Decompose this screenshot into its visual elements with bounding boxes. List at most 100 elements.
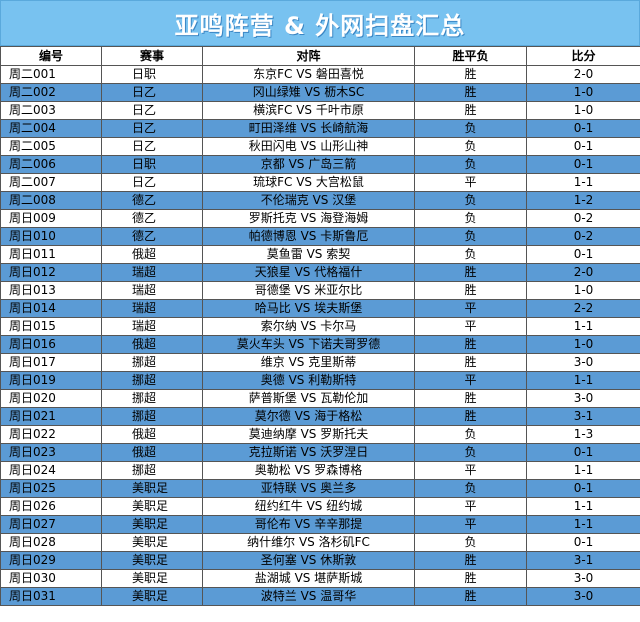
league-cell: 瑞超 [101,281,203,300]
result-cell: 平 [414,461,527,480]
match-cell: 奥勒松 VS 罗森博格 [202,461,415,480]
score-cell: 1-1 [526,173,640,192]
code-cell: 周日019 [0,371,102,390]
league-cell: 美职足 [101,497,203,516]
code-cell: 周日016 [0,335,102,354]
code-cell: 周日030 [0,569,102,588]
match-cell: 莫火车头 VS 下诺夫哥罗德 [202,335,415,354]
league-cell: 美职足 [101,569,203,588]
league-cell: 挪超 [101,353,203,372]
score-cell: 3-0 [526,587,640,606]
league-cell: 日乙 [101,83,203,102]
table-row: 周日009 德乙 罗斯托克 VS 海登海姆负 0-2 [0,209,640,228]
result-cell: 负 [414,137,527,156]
score-cell: 2-0 [526,263,640,282]
table-row: 周日024 挪超 奥勒松 VS 罗森博格平 1-1 [0,461,640,480]
table-row: 周二007 日乙 琉球FC VS 大宫松鼠平 1-1 [0,173,640,192]
score-cell: 0-1 [526,479,640,498]
header-league: 赛事 [101,46,203,66]
match-cell: 琉球FC VS 大宫松鼠 [202,173,415,192]
result-cell: 胜 [414,353,527,372]
code-cell: 周日023 [0,443,102,462]
result-cell: 胜 [414,335,527,354]
result-cell: 胜 [414,281,527,300]
header-code: 编号 [0,46,102,66]
page-title: 亚鸣阵营 & 外网扫盘汇总 [174,11,466,40]
match-cell: 哥德堡 VS 米亚尔比 [202,281,415,300]
result-cell: 平 [414,497,527,516]
league-cell: 日乙 [101,137,203,156]
header-result: 胜平负 [414,46,527,66]
score-cell: 0-1 [526,245,640,264]
result-cell: 负 [414,425,527,444]
match-cell: 横滨FC VS 千叶市原 [202,101,415,120]
score-cell: 1-1 [526,497,640,516]
code-cell: 周二007 [0,173,102,192]
score-cell: 1-1 [526,515,640,534]
result-cell: 胜 [414,101,527,120]
result-cell: 平 [414,317,527,336]
result-cell: 负 [414,119,527,138]
match-cell: 秋田闪电 VS 山形山神 [202,137,415,156]
match-cell: 索尔纳 VS 卡尔马 [202,317,415,336]
score-cell: 3-0 [526,569,640,588]
score-cell: 2-0 [526,65,640,84]
match-cell: 帕德博恩 VS 卡斯鲁厄 [202,227,415,246]
code-cell: 周二003 [0,101,102,120]
match-cell: 莫鱼雷 VS 索契 [202,245,415,264]
match-cell: 亚特联 VS 奥兰多 [202,479,415,498]
match-cell: 町田泽维 VS 长崎航海 [202,119,415,138]
result-cell: 平 [414,173,527,192]
table-row: 周二004 日乙 町田泽维 VS 长崎航海负 0-1 [0,119,640,138]
code-cell: 周日028 [0,533,102,552]
code-cell: 周日014 [0,299,102,318]
league-cell: 美职足 [101,479,203,498]
score-cell: 0-1 [526,155,640,174]
league-cell: 挪超 [101,389,203,408]
score-cell: 2-2 [526,299,640,318]
match-cell: 罗斯托克 VS 海登海姆 [202,209,415,228]
match-cell: 纳什维尔 VS 洛杉矶FC [202,533,415,552]
results-body: 周二001 日职 东京FC VS 磐田喜悦胜 2-0 周二002 日乙 冈山绿雉 VS 枥木… [0,65,640,606]
table-row: 周日017 挪超 维京 VS 克里斯蒂胜 3-0 [0,353,640,372]
code-cell: 周二004 [0,119,102,138]
score-cell: 1-0 [526,101,640,120]
table-row: 周二003 日乙 横滨FC VS 千叶市原胜 1-0 [0,101,640,120]
results-table: 编号 赛事 对阵 胜平负 比分 周二001 日职 东京FC VS 磐田喜悦胜 2-0 周… [0,46,640,606]
header-row: 编号 赛事 对阵 胜平负 比分 [0,46,640,66]
result-cell: 负 [414,155,527,174]
league-cell: 挪超 [101,407,203,426]
result-cell: 平 [414,371,527,390]
score-cell: 1-0 [526,83,640,102]
score-cell: 0-2 [526,209,640,228]
score-cell: 1-0 [526,281,640,300]
table-row: 周日025 美职足 亚特联 VS 奥兰多负 0-1 [0,479,640,498]
table-row: 周日031 美职足 波特兰 VS 温哥华胜 3-0 [0,587,640,606]
match-cell: 莫迪纳摩 VS 罗斯托夫 [202,425,415,444]
code-cell: 周日012 [0,263,102,282]
score-cell: 1-2 [526,191,640,210]
league-cell: 德乙 [101,209,203,228]
table-row: 周日011 俄超 莫鱼雷 VS 索契负 0-1 [0,245,640,264]
result-cell: 负 [414,443,527,462]
match-cell: 哈马比 VS 埃夫斯堡 [202,299,415,318]
table-row: 周日030 美职足 盐湖城 VS 堪萨斯城胜 3-0 [0,569,640,588]
table-row: 周日019 挪超 奥德 VS 利勒斯特平 1-1 [0,371,640,390]
score-cell: 0-1 [526,119,640,138]
match-cell: 纽约红牛 VS 纽约城 [202,497,415,516]
code-cell: 周日024 [0,461,102,480]
code-cell: 周日026 [0,497,102,516]
table-row: 周日027 美职足 哥伦布 VS 辛辛那提平 1-1 [0,515,640,534]
league-cell: 挪超 [101,461,203,480]
header-score: 比分 [526,46,640,66]
result-cell: 平 [414,515,527,534]
result-cell: 胜 [414,551,527,570]
code-cell: 周日011 [0,245,102,264]
match-cell: 波特兰 VS 温哥华 [202,587,415,606]
code-cell: 周二006 [0,155,102,174]
match-cell: 圣何塞 VS 休斯敦 [202,551,415,570]
code-cell: 周日029 [0,551,102,570]
table-row: 周二006 日职 京都 VS 广岛三箭负 0-1 [0,155,640,174]
code-cell: 周二002 [0,83,102,102]
result-cell: 负 [414,533,527,552]
